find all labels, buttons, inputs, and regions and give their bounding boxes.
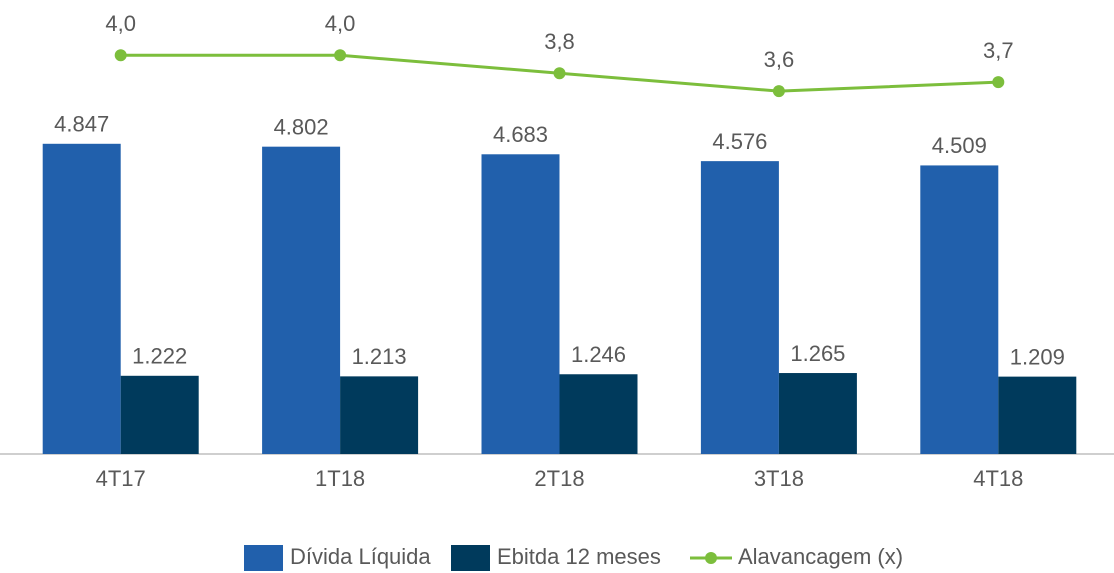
line-marker [334, 49, 347, 62]
x-tick-label: 1T18 [315, 466, 365, 491]
data-label: 4.847 [54, 112, 109, 137]
legend-label: Ebitda 12 meses [497, 544, 661, 569]
legend-swatch [451, 545, 490, 571]
legend-label: Dívida Líquida [290, 544, 431, 569]
x-tick-label: 3T18 [754, 466, 804, 491]
x-tick-label: 4T17 [96, 466, 146, 491]
data-label: 4.683 [493, 122, 548, 147]
bar [120, 375, 199, 454]
data-label: 1.209 [1010, 344, 1065, 369]
bar [920, 165, 999, 454]
data-label: 4,0 [105, 11, 136, 36]
line-marker [553, 67, 566, 80]
bar [262, 146, 341, 454]
data-label: 3,8 [544, 29, 575, 54]
bar [481, 154, 560, 454]
data-label: 1.213 [352, 344, 407, 369]
data-label: 4.576 [712, 129, 767, 154]
bar [340, 376, 419, 454]
data-label: 1.222 [132, 344, 187, 369]
data-label: 3,7 [983, 38, 1014, 63]
x-tick-label: 2T18 [534, 466, 584, 491]
data-label: 4,0 [325, 11, 356, 36]
data-label: 4.509 [932, 133, 987, 158]
legend-marker [705, 552, 717, 564]
bar [778, 373, 857, 454]
x-tick-label: 4T18 [973, 466, 1023, 491]
legend-label: Alavancagem (x) [738, 544, 903, 569]
bar [42, 143, 121, 455]
data-label: 3,6 [764, 47, 795, 72]
bar [559, 374, 638, 454]
legend-swatch [244, 545, 283, 571]
line-marker [114, 49, 127, 62]
bar [998, 376, 1077, 454]
line-marker [772, 85, 785, 98]
bar [700, 161, 779, 455]
line-marker [992, 76, 1005, 89]
data-label: 1.265 [790, 341, 845, 366]
data-label: 4.802 [274, 114, 329, 139]
data-label: 1.246 [571, 342, 626, 367]
